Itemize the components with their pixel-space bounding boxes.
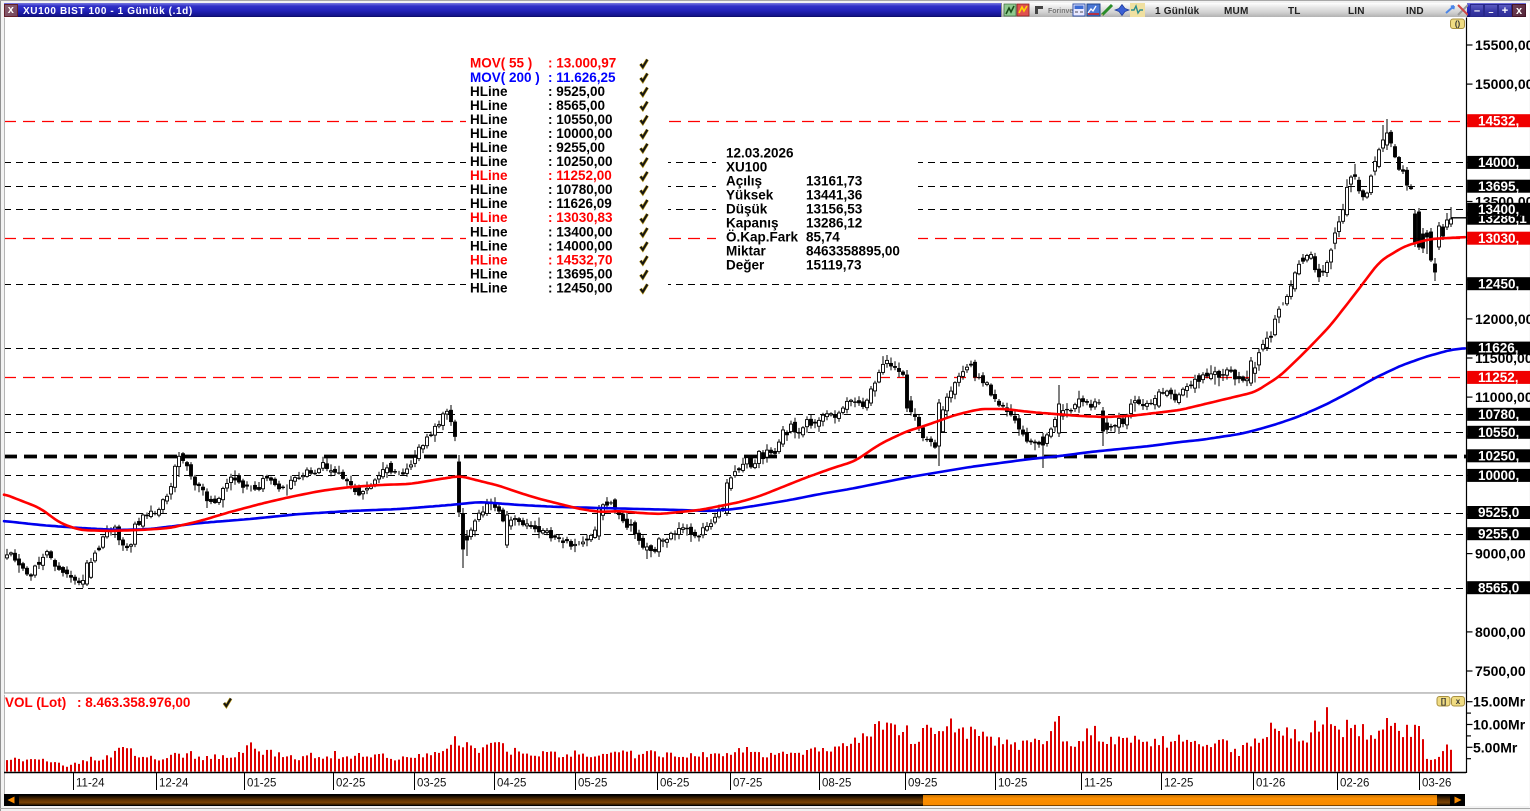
svg-text:: 10550,00: : 10550,00 — [548, 112, 613, 127]
svg-text:13030,: 13030, — [1478, 231, 1519, 246]
svg-text:15500,00: 15500,00 — [1475, 37, 1530, 53]
svg-text:HLine: HLine — [470, 224, 508, 239]
svg-text:HLine: HLine — [470, 112, 508, 127]
svg-text:85,74: 85,74 — [806, 230, 840, 245]
svg-text:Düşük: Düşük — [726, 202, 768, 217]
svg-text:HLine: HLine — [470, 84, 508, 99]
svg-text:VOL (Lot): VOL (Lot) — [5, 695, 66, 710]
svg-text:HLine: HLine — [470, 210, 508, 225]
svg-text:10250,: 10250, — [1478, 448, 1519, 463]
svg-text:15000,00: 15000,00 — [1475, 76, 1530, 92]
svg-text:13286,12: 13286,12 — [806, 216, 862, 231]
svg-text:01-26: 01-26 — [1256, 778, 1285, 790]
svg-text:HLine: HLine — [470, 266, 508, 281]
svg-text:10-25: 10-25 — [998, 778, 1027, 790]
svg-text:11-25: 11-25 — [1084, 778, 1113, 790]
svg-text:: 9525,00: : 9525,00 — [548, 84, 605, 99]
svg-text:10780,: 10780, — [1478, 407, 1519, 422]
svg-text:11626,: 11626, — [1478, 341, 1519, 356]
svg-text:HLine: HLine — [470, 281, 508, 296]
svg-text:7500,00: 7500,00 — [1475, 663, 1526, 679]
svg-text:HLine: HLine — [470, 98, 508, 113]
svg-text:10.00Mr: 10.00Mr — [1473, 717, 1526, 733]
svg-text:04-25: 04-25 — [497, 778, 526, 790]
svg-text:Yüksek: Yüksek — [726, 188, 774, 203]
svg-text:07-25: 07-25 — [733, 778, 762, 790]
svg-text:: 11626,09: : 11626,09 — [548, 196, 612, 211]
svg-text:: 11252,00: : 11252,00 — [548, 168, 612, 183]
svg-text:: 13030,83: : 13030,83 — [548, 210, 613, 225]
svg-text:15.00Mr: 15.00Mr — [1473, 694, 1526, 710]
svg-text:13156,53: 13156,53 — [806, 202, 863, 217]
svg-text:09-25: 09-25 — [908, 778, 937, 790]
svg-text:15119,73: 15119,73 — [806, 258, 862, 273]
svg-text:13161,73: 13161,73 — [806, 174, 863, 189]
svg-text:Açılış: Açılış — [726, 174, 762, 189]
svg-text:14000,: 14000, — [1478, 155, 1519, 170]
svg-text:9525,0: 9525,0 — [1478, 505, 1519, 520]
svg-text:MOV( 55 ): MOV( 55 ) — [470, 56, 532, 71]
svg-text:XU100: XU100 — [726, 160, 767, 175]
svg-text:06-25: 06-25 — [660, 778, 689, 790]
svg-text:Kapanış: Kapanış — [726, 216, 779, 231]
svg-text:08-25: 08-25 — [822, 778, 851, 790]
svg-text:HLine: HLine — [470, 252, 508, 267]
svg-text:03-25: 03-25 — [417, 778, 446, 790]
svg-text:HLine: HLine — [470, 154, 508, 169]
svg-text:: 10000,00: : 10000,00 — [548, 126, 613, 141]
svg-text:12-25: 12-25 — [1164, 778, 1193, 790]
svg-text:MOV( 200 ): MOV( 200 ) — [470, 70, 540, 85]
svg-text:8000,00: 8000,00 — [1475, 624, 1526, 640]
svg-text:[]: [] — [1441, 697, 1447, 706]
svg-text:13400,: 13400, — [1478, 202, 1519, 217]
svg-text:: 13400,00: : 13400,00 — [548, 224, 613, 239]
svg-text:8463358895,00: 8463358895,00 — [806, 244, 900, 259]
svg-text:03-26: 03-26 — [1422, 778, 1451, 790]
svg-text:8565,0: 8565,0 — [1478, 580, 1519, 595]
svg-text:01-25: 01-25 — [247, 778, 276, 790]
svg-text:: 9255,00: : 9255,00 — [548, 140, 605, 155]
svg-text:: 14000,00: : 14000,00 — [548, 238, 613, 253]
svg-text:9255,0: 9255,0 — [1478, 526, 1519, 541]
svg-text:x: x — [1456, 697, 1461, 706]
svg-text:Ö.Kap.Fark: Ö.Kap.Fark — [726, 230, 799, 245]
svg-text:: 13.000,97: : 13.000,97 — [548, 56, 616, 71]
svg-text:HLine: HLine — [470, 140, 508, 155]
svg-text:5.00Mr: 5.00Mr — [1473, 739, 1518, 755]
svg-text:11000,00: 11000,00 — [1475, 389, 1530, 405]
svg-text:HLine: HLine — [470, 182, 508, 197]
svg-text:13695,: 13695, — [1478, 179, 1519, 194]
svg-text:12000,00: 12000,00 — [1475, 311, 1530, 327]
svg-text:Forinvest: Forinvest — [1048, 8, 1080, 15]
svg-text:HLine: HLine — [470, 238, 508, 253]
svg-text:Miktar: Miktar — [726, 244, 767, 259]
svg-text:: 8.463.358.976,00: : 8.463.358.976,00 — [77, 695, 190, 710]
svg-text:10550,: 10550, — [1478, 425, 1519, 440]
svg-text:9000,00: 9000,00 — [1475, 546, 1526, 562]
svg-text:: 11.626,25: : 11.626,25 — [548, 70, 616, 85]
svg-text:HLine: HLine — [470, 196, 508, 211]
svg-text:: 14532,70: : 14532,70 — [548, 252, 613, 267]
svg-text:10000,: 10000, — [1478, 468, 1519, 483]
svg-text:05-25: 05-25 — [578, 778, 607, 790]
svg-text:02-25: 02-25 — [336, 778, 365, 790]
svg-text:Değer: Değer — [726, 258, 765, 273]
svg-text:12450,: 12450, — [1478, 276, 1519, 291]
svg-text:: 8565,00: : 8565,00 — [548, 98, 605, 113]
svg-text:02-26: 02-26 — [1340, 778, 1369, 790]
svg-text:(): () — [1455, 20, 1461, 29]
svg-text:11252,: 11252, — [1478, 370, 1519, 385]
svg-text:12.03.2026: 12.03.2026 — [726, 146, 794, 161]
svg-text:HLine: HLine — [470, 126, 508, 141]
svg-text:HLine: HLine — [470, 168, 508, 183]
svg-text:13441,36: 13441,36 — [806, 188, 863, 203]
svg-text:12-24: 12-24 — [159, 778, 189, 790]
svg-text:: 12450,00: : 12450,00 — [548, 281, 613, 296]
svg-text:: 10250,00: : 10250,00 — [548, 154, 613, 169]
svg-text:: 13695,00: : 13695,00 — [548, 266, 613, 281]
svg-text:14532,: 14532, — [1478, 113, 1519, 128]
svg-text:11-24: 11-24 — [76, 778, 105, 790]
svg-text:: 10780,00: : 10780,00 — [548, 182, 613, 197]
